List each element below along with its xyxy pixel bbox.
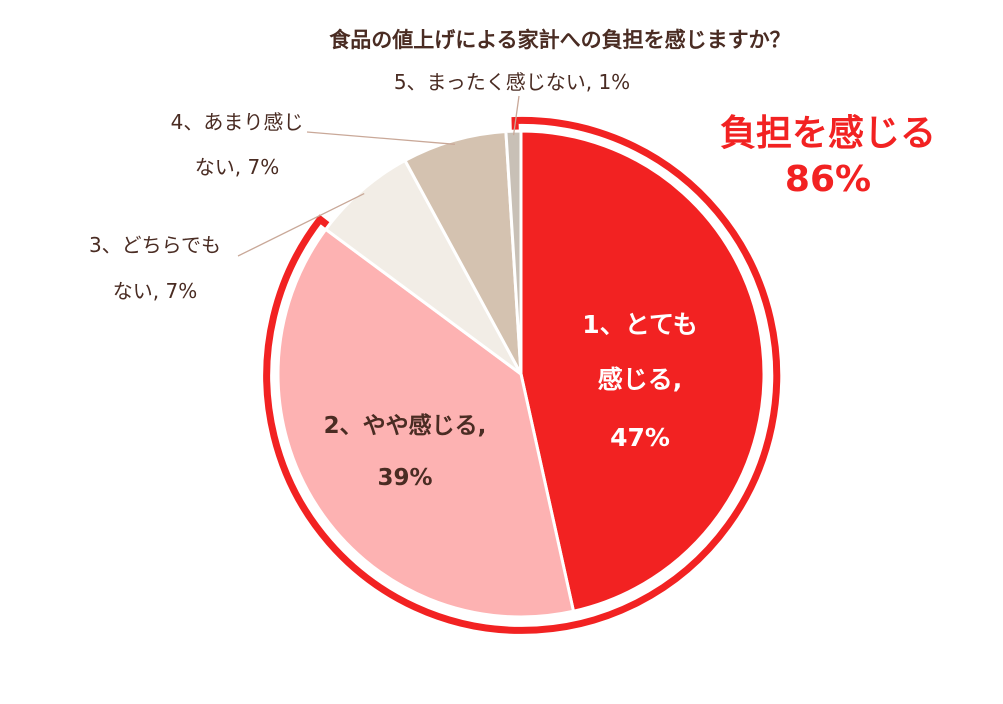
slice-label-1-line-3: 47% <box>610 423 670 452</box>
slice-label-5: 5、まったく感じない, 1% <box>394 70 630 94</box>
pie-slice-4 <box>402 129 523 375</box>
callout-value: 86% <box>785 159 871 200</box>
leader-line-5 <box>512 95 520 136</box>
leader-line-4 <box>306 131 456 145</box>
slice-label-1-line-1: 1、とても <box>582 310 697 339</box>
slice-label-3-line-2: ない, 7% <box>113 279 197 303</box>
chart-title: 食品の値上げによる家計への負担を感じますか？ <box>329 28 790 52</box>
slice-label-4-line-1: 4、あまり感じ <box>171 110 304 134</box>
highlight-outline-負担を感じる <box>263 116 781 634</box>
pie-slice-3 <box>323 158 523 376</box>
slice-label-2-line-2: 39% <box>377 465 432 491</box>
leader-line-3 <box>237 193 365 257</box>
pie-slice-2 <box>276 227 576 619</box>
pie-slice-5 <box>504 129 523 375</box>
slice-label-1-line-2: 感じる, <box>598 365 683 394</box>
slice-label-2-line-1: 2、やや感じる, <box>324 412 487 439</box>
callout-label: 負担を感じる <box>720 113 936 154</box>
pie-slice-1 <box>519 129 766 614</box>
slice-label-3-line-1: 3、どちらでも <box>89 233 221 257</box>
slice-label-4-line-2: ない, 7% <box>195 155 279 179</box>
